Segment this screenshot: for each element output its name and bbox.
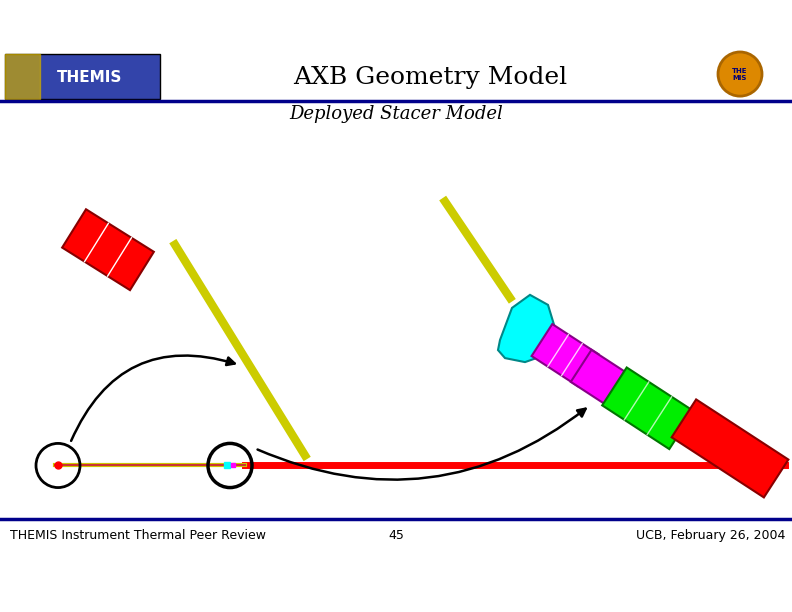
Polygon shape bbox=[531, 324, 599, 386]
Text: 45: 45 bbox=[388, 529, 404, 542]
Text: AXB Geometry Model: AXB Geometry Model bbox=[293, 65, 567, 89]
Text: UCB, February 26, 2004: UCB, February 26, 2004 bbox=[636, 529, 785, 542]
Polygon shape bbox=[602, 367, 694, 449]
Text: THEMIS: THEMIS bbox=[57, 70, 123, 84]
FancyArrowPatch shape bbox=[71, 356, 234, 441]
Circle shape bbox=[718, 52, 762, 96]
Polygon shape bbox=[62, 209, 154, 290]
Polygon shape bbox=[672, 400, 788, 498]
Text: THEMIS Instrument Thermal Peer Review: THEMIS Instrument Thermal Peer Review bbox=[10, 529, 266, 542]
Polygon shape bbox=[498, 295, 555, 362]
Polygon shape bbox=[571, 350, 629, 406]
FancyBboxPatch shape bbox=[5, 54, 160, 99]
Text: THE
MIS: THE MIS bbox=[733, 67, 748, 81]
FancyArrowPatch shape bbox=[257, 409, 585, 480]
Text: Deployed Stacer Model: Deployed Stacer Model bbox=[289, 105, 503, 123]
